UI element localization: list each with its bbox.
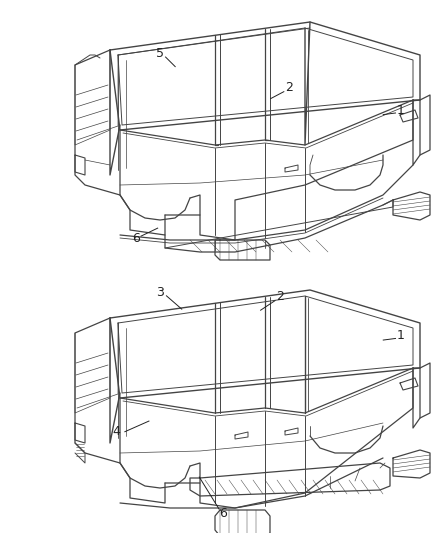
Text: 1: 1	[397, 329, 405, 342]
Text: 4: 4	[112, 425, 120, 438]
Text: 1: 1	[397, 104, 405, 117]
Text: 6: 6	[132, 232, 140, 245]
Text: 3: 3	[156, 286, 164, 298]
Text: 5: 5	[156, 47, 164, 60]
Text: 2: 2	[276, 290, 284, 303]
Text: 2: 2	[285, 82, 293, 94]
Text: 6: 6	[219, 507, 227, 520]
